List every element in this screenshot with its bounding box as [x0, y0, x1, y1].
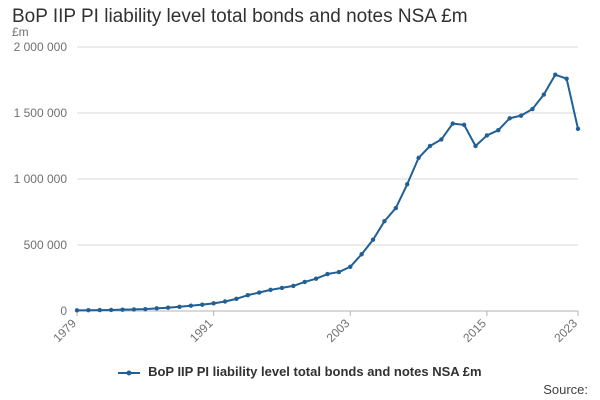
legend-swatch-icon: [118, 370, 141, 376]
data-point: [507, 116, 512, 121]
data-point: [165, 305, 171, 310]
data-point: [336, 269, 342, 275]
data-point: [245, 292, 250, 298]
chart-title: BoP IIP PI liability level total bonds a…: [12, 6, 468, 27]
x-axis-ticks: 1979 1991 2003 2015 2023: [50, 311, 580, 345]
data-point: [211, 301, 216, 306]
data-point: [256, 290, 262, 295]
y-tick-label: 2 000 000: [14, 40, 68, 54]
data-point: [302, 279, 307, 285]
y-tick-label: 500 000: [24, 238, 68, 252]
y-tick-label: 0: [60, 304, 67, 318]
data-point: [484, 133, 490, 138]
data-point: [234, 296, 239, 302]
x-tick-label: 2015: [460, 316, 489, 345]
y-tick-label: 1 500 000: [14, 106, 68, 120]
data-point: [575, 126, 581, 132]
data-point: [120, 307, 125, 312]
x-tick-label: 2023: [551, 316, 580, 345]
series-layer: [74, 72, 581, 313]
data-point: [143, 306, 148, 312]
data-point: [427, 143, 433, 149]
x-tick-label: 1979: [50, 316, 79, 345]
x-tick-label: 1991: [187, 316, 216, 345]
x-tick-label: 2003: [324, 316, 353, 345]
data-point: [473, 143, 478, 149]
data-point: [188, 303, 194, 308]
data-point: [393, 205, 399, 211]
data-point: [564, 76, 569, 81]
data-point: [416, 155, 421, 161]
y-tick-label: 1 000 000: [14, 172, 68, 186]
data-point: [86, 308, 91, 313]
y-axis-ticks: 0 500 000 1 000 000 1 500 000 2 000 000: [14, 40, 68, 318]
data-point: [291, 283, 296, 289]
data-point: [74, 308, 80, 313]
data-point: [268, 287, 273, 293]
data-point: [131, 307, 137, 312]
data-point: [222, 299, 228, 304]
data-point: [450, 121, 455, 126]
data-point: [325, 271, 330, 277]
source-label: Source:: [543, 382, 588, 397]
data-point: [530, 106, 535, 112]
data-point: [279, 285, 285, 291]
data-point: [382, 219, 387, 224]
data-point: [313, 276, 319, 281]
gridlines: [77, 46, 578, 312]
data-point: [496, 127, 501, 133]
data-point: [518, 113, 524, 118]
data-point: [405, 182, 410, 187]
y-axis-label: £m: [12, 25, 29, 39]
data-point: [177, 304, 182, 309]
legend: BoP IIP PI liability level total bonds a…: [0, 364, 600, 379]
data-point: [154, 306, 159, 311]
data-point: [370, 237, 376, 242]
data-point: [97, 307, 102, 313]
data-point: [461, 122, 467, 128]
data-point: [200, 302, 205, 307]
data-point: [541, 92, 547, 97]
data-point: [348, 264, 353, 269]
data-point: [439, 137, 444, 142]
data-point: [359, 252, 364, 257]
data-point: [553, 72, 558, 77]
legend-label: BoP IIP PI liability level total bonds a…: [148, 364, 482, 379]
data-point: [108, 307, 114, 313]
